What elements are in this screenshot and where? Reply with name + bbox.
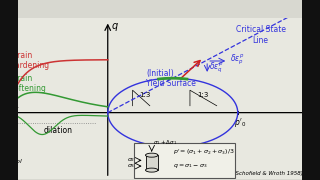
Bar [146,155,158,170]
Text: $\delta\varepsilon_q^p$: $\delta\varepsilon_q^p$ [209,61,223,75]
Ellipse shape [146,168,158,172]
Text: (Roscoe, Schofield & Wroth 1958): (Roscoe, Schofield & Wroth 1958) [211,171,303,176]
Text: strain
softening: strain softening [10,74,46,93]
Text: dilation: dilation [44,126,73,135]
Text: $p'_0$: $p'_0$ [234,116,246,129]
Text: $\sigma_2$: $\sigma_2$ [127,156,136,164]
Text: strain
hardening: strain hardening [10,51,49,70]
Text: $p'=(\sigma_1+\sigma_2+\sigma_3)/3$: $p'=(\sigma_1+\sigma_2+\sigma_3)/3$ [173,147,235,157]
Text: $\delta\varepsilon_p^p$: $\delta\varepsilon_p^p$ [230,53,244,68]
Text: 1:3: 1:3 [139,92,151,98]
Text: $q=\sigma_1-\sigma_3$: $q=\sigma_1-\sigma_3$ [173,161,207,170]
Text: (Initial)
Yield Surface: (Initial) Yield Surface [146,69,196,88]
FancyBboxPatch shape [133,143,235,178]
Text: $\sigma_1+\Delta\sigma_1$: $\sigma_1+\Delta\sigma_1$ [153,138,177,147]
Text: p': p' [307,99,316,109]
Text: Critical State
Line: Critical State Line [236,25,286,45]
Text: $\varepsilon_1$: $\varepsilon_1$ [10,100,20,111]
Text: M: M [310,0,318,8]
Text: $\varepsilon_{vol}$: $\varepsilon_{vol}$ [7,156,24,166]
Text: q: q [112,21,118,31]
Text: 1:3: 1:3 [198,92,209,98]
Ellipse shape [146,153,158,157]
Text: $\sigma_3$: $\sigma_3$ [127,162,136,170]
